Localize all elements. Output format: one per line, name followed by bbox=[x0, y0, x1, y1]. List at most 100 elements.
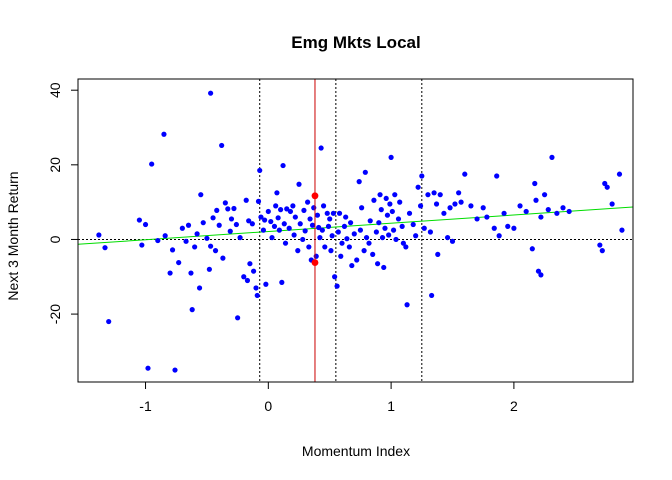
data-point-33 bbox=[219, 142, 225, 149]
data-point-105 bbox=[335, 229, 341, 235]
data-point-19 bbox=[189, 307, 195, 313]
data-point-130 bbox=[377, 192, 383, 198]
data-point-195 bbox=[566, 208, 572, 215]
data-point-152 bbox=[413, 233, 419, 239]
data-point-45 bbox=[244, 277, 251, 284]
data-point-120 bbox=[361, 248, 367, 254]
data-point-38 bbox=[228, 216, 235, 222]
data-point-71 bbox=[284, 206, 290, 212]
data-point-104 bbox=[334, 283, 340, 289]
regression-fit-line bbox=[77, 206, 634, 245]
data-point-113 bbox=[347, 220, 354, 226]
data-point-117 bbox=[356, 179, 362, 185]
x-tick-label-0: -1 bbox=[139, 398, 152, 414]
data-point-199 bbox=[604, 184, 610, 190]
data-point-62 bbox=[273, 203, 279, 209]
data-point-169 bbox=[456, 190, 462, 196]
data-point-72 bbox=[286, 225, 292, 231]
data-point-15 bbox=[179, 225, 185, 231]
data-point-161 bbox=[433, 201, 440, 207]
data-point-24 bbox=[200, 220, 206, 226]
y-axis: -20 0 20 40 bbox=[47, 82, 79, 324]
data-point-82 bbox=[302, 228, 308, 234]
data-point-143 bbox=[393, 236, 399, 243]
data-point-8 bbox=[155, 237, 161, 244]
data-point-139 bbox=[388, 154, 394, 160]
data-point-198 bbox=[602, 180, 608, 187]
data-point-108 bbox=[339, 240, 345, 246]
data-point-183 bbox=[523, 208, 529, 215]
data-point-132 bbox=[379, 234, 386, 241]
data-point-2 bbox=[106, 318, 112, 325]
data-point-145 bbox=[397, 199, 403, 205]
data-point-142 bbox=[392, 192, 398, 198]
data-point-94 bbox=[319, 227, 325, 233]
data-point-61 bbox=[271, 223, 278, 229]
reference-lines bbox=[78, 79, 633, 382]
data-point-13 bbox=[172, 367, 178, 373]
plot-area bbox=[77, 79, 634, 382]
highlighted-point-1 bbox=[311, 259, 319, 266]
data-point-138 bbox=[387, 201, 393, 207]
data-point-9 bbox=[161, 131, 167, 137]
data-point-111 bbox=[344, 236, 350, 242]
data-point-3 bbox=[136, 217, 142, 223]
data-point-146 bbox=[399, 223, 405, 229]
data-point-102 bbox=[330, 210, 336, 216]
data-point-23 bbox=[198, 192, 204, 198]
data-point-78 bbox=[296, 181, 302, 187]
data-point-77 bbox=[295, 248, 301, 254]
data-point-58 bbox=[265, 208, 271, 215]
data-point-121 bbox=[362, 169, 368, 175]
data-point-141 bbox=[390, 227, 397, 233]
data-point-118 bbox=[357, 227, 364, 233]
data-point-81 bbox=[301, 207, 307, 213]
y-tick-label-2: 20 bbox=[47, 157, 63, 173]
data-point-4 bbox=[139, 242, 145, 248]
data-point-149 bbox=[404, 302, 410, 308]
data-point-134 bbox=[382, 225, 388, 231]
y-tick-label-3: 40 bbox=[47, 82, 63, 98]
data-point-93 bbox=[318, 145, 324, 151]
data-point-126 bbox=[371, 197, 377, 203]
data-point-65 bbox=[276, 227, 282, 233]
x-axis-label: Momentum Index bbox=[302, 443, 410, 459]
data-point-83 bbox=[305, 199, 311, 205]
data-point-147 bbox=[400, 240, 406, 246]
data-point-175 bbox=[484, 214, 490, 220]
data-point-173 bbox=[474, 216, 480, 222]
data-point-12 bbox=[169, 247, 176, 253]
data-point-69 bbox=[281, 221, 287, 227]
data-point-79 bbox=[297, 221, 303, 227]
data-point-122 bbox=[363, 234, 370, 241]
data-point-166 bbox=[447, 205, 453, 211]
data-point-164 bbox=[441, 210, 447, 216]
data-point-30 bbox=[212, 248, 219, 254]
data-point-200 bbox=[609, 201, 615, 207]
data-point-202 bbox=[619, 227, 625, 233]
data-point-40 bbox=[233, 221, 239, 228]
data-point-97 bbox=[324, 210, 330, 216]
data-point-171 bbox=[462, 171, 468, 177]
data-point-91 bbox=[316, 224, 322, 231]
data-point-165 bbox=[444, 234, 451, 241]
data-point-35 bbox=[222, 200, 228, 206]
data-point-75 bbox=[291, 232, 297, 238]
data-point-67 bbox=[279, 279, 285, 285]
data-point-150 bbox=[406, 210, 413, 216]
x-tick-label-1: 0 bbox=[264, 398, 272, 414]
y-tick-label-0: -20 bbox=[47, 304, 63, 324]
data-point-46 bbox=[246, 218, 252, 224]
data-point-100 bbox=[328, 248, 334, 254]
data-point-162 bbox=[435, 251, 441, 257]
data-point-56 bbox=[262, 217, 268, 223]
data-point-158 bbox=[427, 229, 434, 235]
data-point-31 bbox=[214, 207, 220, 213]
data-point-98 bbox=[325, 223, 332, 229]
y-axis-label: Next 3 Month Return bbox=[5, 171, 21, 300]
data-point-49 bbox=[250, 268, 257, 274]
data-point-89 bbox=[313, 253, 319, 259]
data-point-153 bbox=[415, 184, 421, 190]
data-point-11 bbox=[167, 270, 173, 276]
